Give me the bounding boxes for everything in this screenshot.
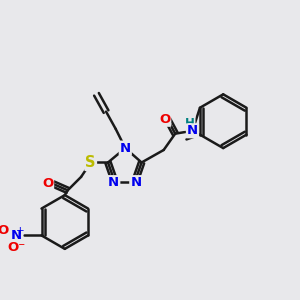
Text: N: N [11,229,22,242]
Text: O: O [42,177,53,190]
Text: N: N [120,142,131,154]
Text: O: O [159,113,170,126]
Text: +: + [16,226,25,236]
Text: N: N [108,176,119,189]
Text: N: N [187,124,198,137]
Text: N: N [130,176,141,189]
Text: O⁻: O⁻ [8,242,26,254]
Text: H: H [185,117,194,130]
Text: S: S [85,155,96,170]
Text: O: O [0,224,9,237]
